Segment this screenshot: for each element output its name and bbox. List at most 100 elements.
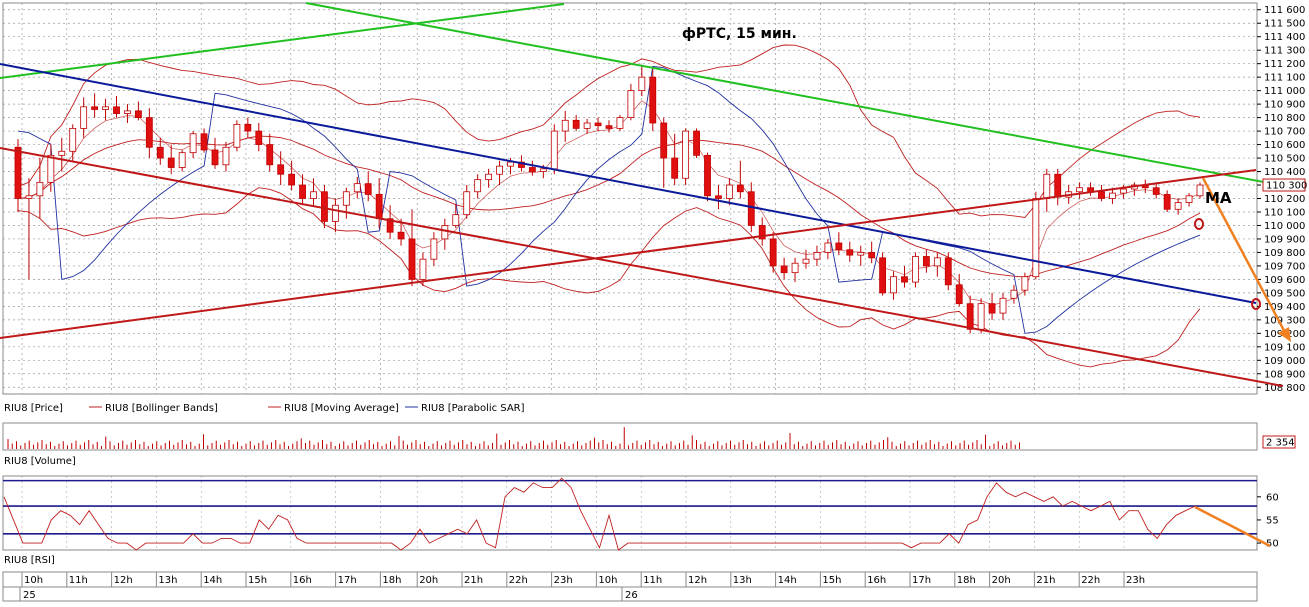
price-tick-label: 110 200 (1264, 194, 1305, 205)
candle-body (69, 127, 77, 152)
candle-body (178, 152, 186, 168)
candle-body (693, 130, 700, 156)
price-tick-label: 110 600 (1264, 140, 1305, 151)
candle-body (91, 106, 99, 110)
candle-body (474, 179, 482, 193)
time-tick-label: 20h (992, 575, 1011, 586)
price-tick-label: 110 100 (1264, 207, 1305, 218)
candle-body (999, 297, 1007, 314)
candle-body (58, 150, 66, 156)
time-tick-label: 16h (867, 575, 886, 586)
candle-body (725, 184, 733, 199)
candle-body (288, 173, 296, 186)
candle-body (211, 149, 219, 166)
candle-body (1196, 184, 1204, 197)
candle-body (671, 157, 679, 179)
candle-body (539, 168, 547, 172)
price-tick-label: 110 700 (1264, 127, 1305, 138)
candle-body (441, 225, 449, 240)
time-tick-label: 23h (554, 575, 573, 586)
time-tick-label: 12h (688, 575, 707, 586)
candle-body (124, 110, 131, 114)
candle-body (561, 119, 569, 132)
candle-body (769, 238, 777, 267)
red-trendline-falling (0, 147, 1284, 387)
time-tick-label: 15h (248, 575, 267, 586)
candle-body (660, 122, 668, 159)
candle-body (430, 238, 438, 260)
candle-body (375, 194, 383, 220)
candle-body (419, 258, 427, 280)
candle-body (922, 256, 930, 267)
time-tick-label: 16h (293, 575, 312, 586)
candle-body (824, 242, 832, 253)
price-tick-label: 109 900 (1264, 234, 1305, 245)
price-tick-label: 109 500 (1264, 288, 1305, 299)
volume-panel-label: RIU8 [Volume] (4, 456, 76, 467)
candle-body (233, 123, 241, 148)
rsi-panel-frame (2, 475, 1258, 551)
candle-body (966, 303, 974, 330)
price-tick-label: 111 000 (1264, 86, 1305, 97)
price-tick-label: 110 900 (1264, 100, 1305, 111)
price-tick-label: 110 500 (1264, 154, 1305, 165)
time-tick-label: 18h (957, 575, 976, 586)
candle-body (912, 256, 919, 283)
price-tick-label: 110 400 (1264, 167, 1305, 178)
volume-last-box (1262, 435, 1296, 449)
candle-body (813, 252, 821, 260)
candle-body (933, 257, 941, 267)
volume-last-value: 2 354 (1266, 438, 1295, 449)
candle-body (550, 130, 558, 170)
candle-body (715, 195, 722, 199)
time-tick-label: 10h (598, 575, 617, 586)
rsi-panel-label: RIU8 [RSI] (4, 555, 55, 566)
time-tick-label: 22h (1081, 575, 1100, 586)
price-tick-label: 109 400 (1264, 302, 1305, 313)
legend-item: RIU8 [Price] (4, 403, 63, 414)
candle-body (901, 276, 908, 283)
last-price-label: 110 300 (1266, 181, 1307, 192)
candle-body (616, 117, 624, 129)
time-tick-label: 10h (24, 575, 43, 586)
candle-body (47, 154, 55, 183)
candle-body (1163, 194, 1171, 210)
candle-body (583, 122, 591, 129)
candle-body (222, 146, 230, 166)
price-tick-label: 109 000 (1264, 356, 1305, 367)
time-tick-label: 21h (1036, 575, 1055, 586)
bollinger-upper-line (17, 44, 1201, 218)
rsi-tick-label: 60 (1266, 492, 1279, 503)
candle-body (397, 231, 405, 240)
candle-body (802, 258, 810, 264)
candle-body (835, 242, 843, 251)
red-circle-marker (1251, 298, 1261, 310)
time-tick-label: 17h (912, 575, 931, 586)
candle-body (80, 106, 88, 129)
price-tick-label: 109 100 (1264, 342, 1305, 353)
rsi-tick-label: 50 (1266, 539, 1279, 550)
price-tick-label: 111 300 (1264, 46, 1305, 57)
rsi-line (3, 477, 1196, 551)
candle-body (572, 119, 580, 129)
candle-body (1076, 187, 1084, 193)
date-label: 25 (23, 590, 36, 601)
candle-body (1152, 187, 1160, 195)
candle-body (321, 191, 328, 222)
candle-body (1043, 173, 1051, 199)
candle-body (780, 265, 788, 274)
ma-annotation: MA (1205, 189, 1232, 207)
orange-forecast-arrow-head (1278, 327, 1291, 342)
candle-body (310, 191, 317, 199)
time-tick-label: 11h (643, 575, 662, 586)
time-tick-label: 13h (158, 575, 177, 586)
candle-body (134, 110, 142, 119)
candle-body (452, 214, 460, 226)
price-tick-label: 108 900 (1264, 369, 1305, 380)
candle-body (342, 191, 350, 206)
time-tick-label: 13h (733, 575, 752, 586)
candle-body (496, 165, 503, 175)
candle-body (955, 284, 963, 305)
price-tick-label: 109 300 (1264, 315, 1305, 326)
